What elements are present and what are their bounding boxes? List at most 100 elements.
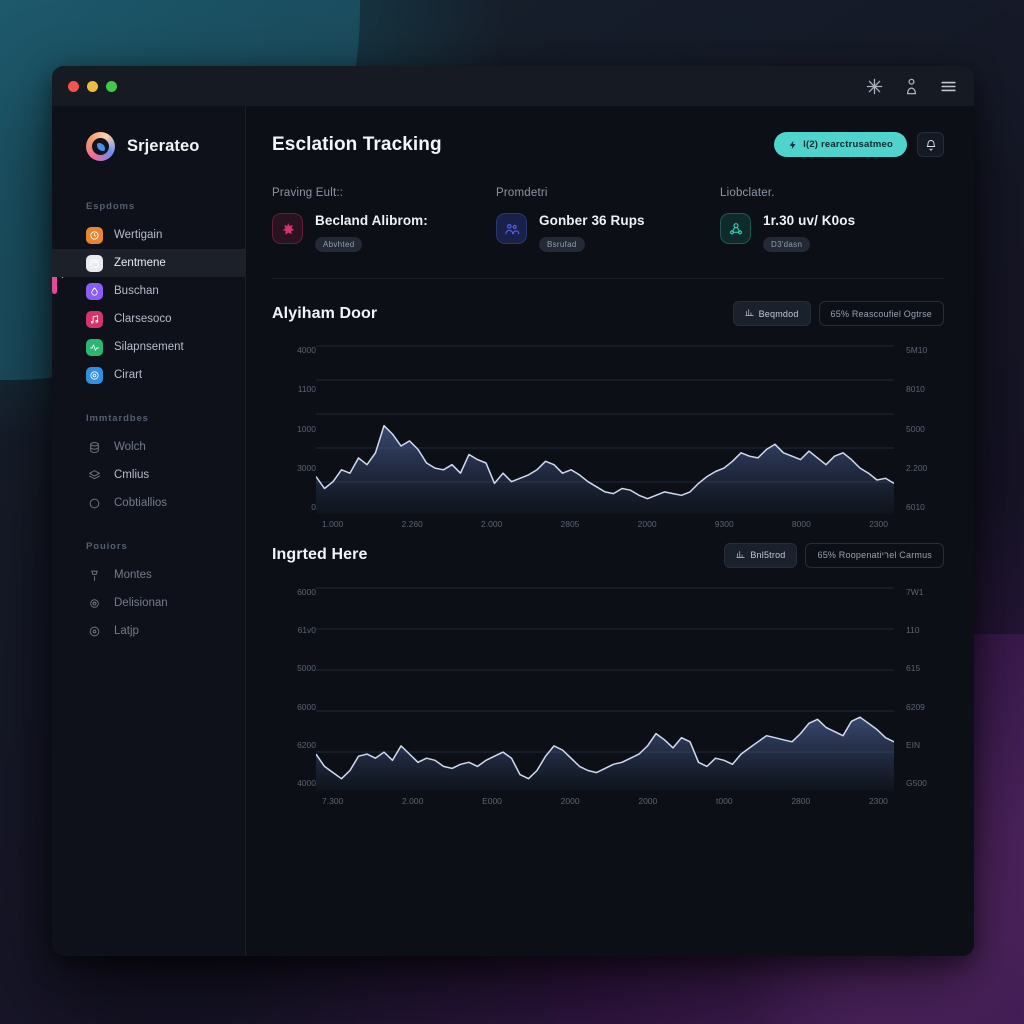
rose-burst-icon [272, 213, 303, 244]
sidebar-group: Pouiors Montes Delisionan Latjp [52, 521, 245, 645]
sidebar-item-label: Cobtiallios [114, 497, 168, 509]
panel-actions: Bnl5trod 65% Roopenatiריel Carmus [724, 542, 944, 568]
y-axis-left: 4000 1100 1000 3000 0 [272, 344, 316, 529]
calendar-icon [86, 254, 103, 272]
y-axis-tick: 1100 [297, 384, 316, 395]
y-axis-tick: 6200 [297, 740, 316, 751]
header-actions: l(2) rearctrusatmeo [774, 132, 944, 157]
y-axis-tick-right: 5M10 [906, 345, 928, 355]
stat-label: Liobclater. [720, 187, 775, 199]
sidebar-group: Espdoms Wertigain Zentmene Buschan Clarsesoc… [52, 201, 245, 389]
sidebar-group-label: Pouiors [86, 541, 128, 552]
app-logo-icon [86, 132, 115, 161]
maximize-window-button[interactable] [106, 80, 117, 92]
notification-button[interactable] [917, 132, 944, 157]
y-axis-tick: 4000 [297, 345, 316, 355]
sidebar-item-label: Clarsesoco [114, 313, 172, 325]
sidebar-group-label: Immtardbes [86, 413, 149, 424]
stat-text: Becland Alibrom: Abvhted [315, 213, 428, 252]
x-axis-tick: 7.300 [322, 795, 344, 806]
main-content: Esclation Tracking l(2) rearctrusatmeo P… [246, 106, 974, 956]
panel-button-secondary[interactable]: 65% Roopenatiריel Carmus [805, 542, 944, 568]
circle-icon [86, 495, 103, 512]
close-window-button[interactable] [68, 80, 79, 92]
panel-button-secondary[interactable]: 65% Reascoufiel Ogtrse [818, 301, 944, 326]
sidebar-item-wolch[interactable]: Wolch [52, 433, 245, 461]
y-axis-right: 5M10 8010 5000 2.200 6010 [894, 344, 944, 529]
sidebar-item-montes[interactable]: Montes [52, 561, 245, 589]
panel-title: Ingrted Here [272, 546, 368, 563]
plot-area: 1.000 2.260 2.000 2805 2000 9300 8000 2300 [316, 344, 894, 529]
sidebar-item-label: Latjp [114, 625, 139, 637]
sidebar-item-cmlius[interactable]: Cmlius [52, 461, 245, 489]
pin-icon [86, 567, 103, 584]
y-axis-right: 7W1 110 615 6209 EIN G500 [894, 586, 944, 806]
stat-value: 1r.30 uv/ K0os [763, 213, 856, 228]
sidebar-group-spacer [52, 521, 245, 541]
sidebar-item-label: Silapnsement [114, 341, 184, 353]
sidebar-group: Immtardbes Wolch Cmlius Cobtiallios [52, 393, 245, 517]
panel-button-primary[interactable]: Bnl5trod [724, 542, 798, 568]
y-axis-tick-right: 110 [906, 624, 920, 635]
sidebar-item-buschan[interactable]: Buschan [52, 277, 245, 305]
x-axis-tick: t000 [716, 795, 733, 806]
people-group-icon [496, 213, 527, 244]
page-title: Esclation Tracking [272, 133, 442, 155]
x-axis: 1.000 2.260 2.000 2805 2000 9300 8000 2300 [316, 514, 894, 529]
stat-body: Becland Alibrom: Abvhted [272, 213, 478, 252]
network-node-icon [720, 213, 751, 244]
panel-title: Alyiham Door [272, 304, 378, 322]
status-badge: D3'dasn [763, 237, 811, 252]
stat-body: Gonber 36 Rups Bsrufad [496, 213, 702, 252]
droplet-icon [86, 282, 103, 300]
hamburger-menu-icon[interactable] [939, 77, 958, 96]
x-axis-tick: 2300 [868, 795, 888, 806]
clock-icon [86, 226, 103, 244]
user-badge-icon[interactable] [902, 77, 921, 96]
sidebar-item-wertigain[interactable]: Wertigain [52, 221, 245, 249]
x-axis: 7.300 2.000 E000 2000 2000 t000 2800 2300 [316, 791, 894, 806]
x-axis-tick: 2000 [637, 519, 657, 529]
sidebar-item-latjp[interactable]: Latjp [52, 617, 245, 645]
sidebar-item-silapnsement[interactable]: Silapnsement [52, 333, 245, 361]
y-axis-tick-right: 7W1 [906, 586, 924, 597]
y-axis-tick: 1000 [297, 423, 316, 434]
x-axis-tick: 2000 [560, 795, 580, 806]
y-axis-tick-right: G500 [906, 778, 927, 789]
music-icon [86, 310, 103, 328]
y-axis-tick-right: 615 [906, 663, 921, 674]
status-badge: Bsrufad [539, 237, 585, 252]
sparkle-icon[interactable] [865, 77, 884, 96]
sidebar-item-delisionan[interactable]: Delisionan [52, 589, 245, 617]
stat-value: Gonber 36 Rups [539, 213, 645, 228]
sidebar-group-label: Espdoms [86, 201, 136, 212]
stat-label: Promdetri [496, 187, 548, 199]
panel-button-primary[interactable]: Beqmdod [732, 301, 811, 326]
x-axis-tick: 2.260 [401, 519, 423, 529]
status-badge: Abvhted [315, 237, 363, 252]
sidebar-item-clarsesoco[interactable]: Clarsesoco [52, 305, 245, 333]
stat-row: Praving Eult:: Becland Alibrom: Abvhted Pro… [272, 187, 944, 252]
y-axis-tick-right: 8010 [906, 384, 925, 395]
minimize-window-button[interactable] [87, 80, 98, 92]
layers-icon [86, 467, 103, 484]
page-header: Esclation Tracking l(2) rearctrusatmeo [272, 132, 944, 157]
sidebar-item-cobtiallios[interactable]: Cobtiallios [52, 489, 245, 517]
x-axis-tick: 2805 [560, 519, 580, 529]
y-axis-tick: 3000 [297, 462, 316, 473]
sidebar-item-label: Zentmene [114, 257, 166, 269]
stat-body: 1r.30 uv/ K0os D3'dasn [720, 213, 926, 252]
help-icon [86, 623, 103, 640]
chart-panel: Alyiham Door Beqmdod 65% Reascoufiel Ogtrs… [272, 301, 944, 529]
x-axis-tick: 2.000 [402, 795, 424, 806]
primary-action-button[interactable]: l(2) rearctrusatmeo [774, 132, 907, 157]
chart-panel: Ingrted Here Bnl5trod 65% Roopenatiריel Ca… [272, 542, 944, 806]
traffic-lights [68, 80, 117, 92]
x-axis-tick: 2300 [869, 519, 888, 529]
panel-button-label: Bnl5trod [750, 550, 786, 560]
sidebar-item-cirart[interactable]: Cirart [52, 361, 245, 389]
target-icon [86, 366, 103, 384]
stat-card: Praving Eult:: Becland Alibrom: Abvhted [272, 187, 496, 252]
y-axis-tick: 6000 [297, 586, 316, 597]
sidebar-item-zentmene[interactable]: Zentmene [52, 249, 245, 277]
